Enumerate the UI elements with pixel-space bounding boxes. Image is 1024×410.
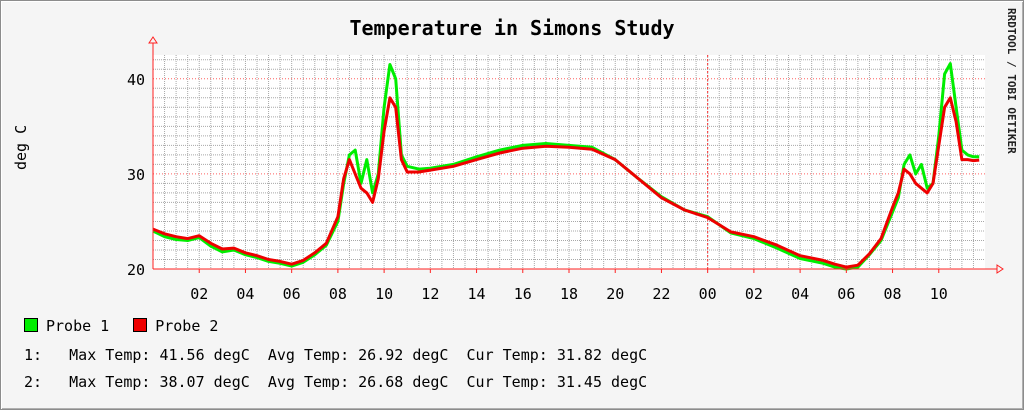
x-tick-label: 16 xyxy=(514,285,532,303)
legend-swatch-probe-1 xyxy=(24,318,38,332)
chart-title: Temperature in Simons Study xyxy=(349,16,675,40)
x-axis-arrow xyxy=(996,264,1004,274)
stats-avg-label: Avg Temp: xyxy=(267,346,350,364)
x-tick-label: 10 xyxy=(375,285,393,303)
x-tick-label: 00 xyxy=(699,285,717,303)
stats-row-probe-1: 1: Max Temp: 41.56 degC Avg Temp: 26.92 … xyxy=(24,346,647,364)
stats-index: 1: xyxy=(24,346,43,364)
x-tick-label: 20 xyxy=(606,285,624,303)
stats-avg-value: 26.68 degC xyxy=(358,373,449,391)
y-tick-label: 40 xyxy=(127,71,145,89)
x-tick-label: 06 xyxy=(283,285,301,303)
stats-cur-value: 31.82 degC xyxy=(556,346,648,364)
y-tick-label: 30 xyxy=(127,166,145,184)
series-line-probe-2 xyxy=(152,96,980,269)
stats-cur-value: 31.45 degC xyxy=(556,373,648,391)
x-tick-label: 08 xyxy=(329,285,347,303)
x-tick-label: 14 xyxy=(468,285,486,303)
stats-index: 2: xyxy=(24,373,43,391)
stats-max-label: Max Temp: xyxy=(69,373,151,391)
stats-cur-label: Cur Temp: xyxy=(466,346,548,364)
stats-max-label: Max Temp: xyxy=(69,346,151,364)
y-axis-arrow xyxy=(148,36,158,44)
stats-avg-label: Avg Temp: xyxy=(267,373,350,391)
x-tick-label: 22 xyxy=(652,285,670,303)
stats-max-value: 41.56 degC xyxy=(159,346,250,364)
x-tick-label: 04 xyxy=(236,285,254,303)
x-tick-label: 02 xyxy=(745,285,763,303)
x-tick-label: 04 xyxy=(791,285,809,303)
x-tick-label: 10 xyxy=(930,285,948,303)
legend: Probe 1 Probe 2 xyxy=(24,317,242,335)
x-tick-label: 02 xyxy=(190,285,208,303)
temperature-chart: 02 04 06 08 10 12 14 16 18 20 22 00 02 04 06 08 10 20 30 40 xyxy=(127,36,1004,303)
series-line-probe-1 xyxy=(152,62,980,271)
x-tick-label: 06 xyxy=(837,285,855,303)
x-tick-label: 18 xyxy=(560,285,578,303)
y-tick-label: 20 xyxy=(127,261,145,279)
legend-label-probe-1: Probe 1 xyxy=(46,317,110,335)
stats-cur-label: Cur Temp: xyxy=(466,373,548,391)
stats-row-probe-2: 2: Max Temp: 38.07 degC Avg Temp: 26.68 … xyxy=(24,373,647,391)
stats-max-value: 38.07 degC xyxy=(159,373,250,391)
legend-swatch-probe-2 xyxy=(133,318,148,332)
x-tick-label: 08 xyxy=(884,285,902,303)
stats-avg-value: 26.92 degC xyxy=(358,346,449,364)
x-tick-label: 12 xyxy=(421,285,439,303)
legend-label-probe-2: Probe 2 xyxy=(155,317,219,335)
